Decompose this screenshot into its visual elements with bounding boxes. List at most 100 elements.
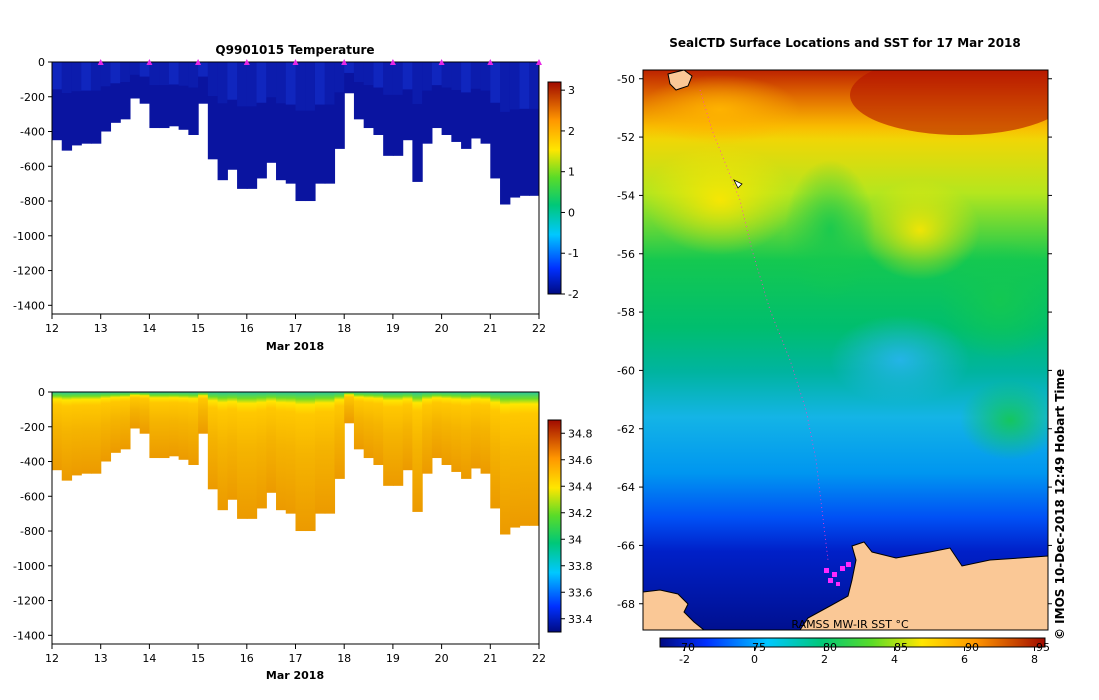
credit-label: © IMOS 10-Dec-2018 12:49 Hobart Time [1053, 369, 1067, 640]
profile-column [451, 392, 462, 472]
profile-column [490, 392, 501, 509]
profile-column [392, 392, 404, 486]
lat-tick-label: -62 [617, 423, 635, 436]
lat-tick-label: -54 [617, 189, 635, 202]
profile-column [227, 392, 238, 500]
y-tick-label: -800 [20, 525, 45, 538]
colorbar-tick-label: 34.4 [568, 480, 593, 493]
sst-field [643, 70, 1048, 630]
x-tick-label: 13 [94, 322, 108, 335]
surface-marker [292, 59, 299, 65]
temperature-x-axis: 12 13 14 15 16 17 18 19 20 21 22 [45, 314, 546, 335]
map-title: SealCTD Surface Locations and SST for 17… [669, 36, 1021, 50]
profile-near-surface [120, 62, 131, 83]
profile-near-surface [168, 62, 180, 85]
profile-column [237, 392, 248, 519]
profile-near-surface [392, 62, 404, 95]
sst-map-panel: SealCTD Surface Locations and SST for 17… [617, 36, 1067, 666]
profile-near-surface [500, 62, 511, 112]
profile-column [168, 62, 180, 127]
surface-marker [438, 59, 445, 65]
x-tick-label: 13 [94, 652, 108, 665]
profile-near-surface [61, 62, 73, 94]
y-tick-label: -800 [20, 195, 45, 208]
colorbar-tick-label: 33.4 [568, 613, 593, 626]
colorbar-tick-label: -2 [568, 288, 579, 301]
lon-tick-label: 90 [965, 641, 979, 654]
profile-column [227, 62, 238, 170]
profile-near-surface [461, 62, 472, 93]
profile-column [295, 62, 306, 202]
temperature-y-axis: 0 -200 -400 -600 -800 -1000 -1200 -1400 [13, 56, 52, 312]
profile-column [519, 62, 530, 196]
colorbar-tick-label: 33.8 [568, 560, 593, 573]
profile-near-surface [344, 62, 355, 73]
colorbar-tick-label: 34.2 [568, 507, 593, 520]
lat-tick-label: -52 [617, 131, 635, 144]
colorbar-tick-label: 1 [568, 166, 575, 179]
profile-column [129, 392, 141, 429]
profile-near-surface [519, 62, 530, 109]
land-kerguelen [667, 70, 693, 91]
x-tick-label: 15 [191, 652, 205, 665]
y-tick-label: -600 [20, 160, 45, 173]
profile-near-surface [470, 62, 482, 89]
profile-near-surface [129, 62, 141, 75]
profile-near-surface [324, 62, 336, 105]
profile-column [90, 392, 102, 474]
profile-column [431, 62, 443, 129]
colorbar-tick-label: 34.8 [568, 427, 593, 440]
lat-tick-label: -66 [617, 539, 635, 552]
surface-marker [195, 59, 202, 65]
profile-near-surface [81, 62, 92, 91]
profile-column [519, 392, 530, 526]
profile-column [451, 62, 462, 142]
profile-near-surface [246, 62, 258, 107]
profile-column [353, 62, 365, 120]
surface-marker [389, 59, 396, 65]
profile-near-surface [256, 62, 267, 103]
lat-tick-label: -56 [617, 248, 635, 261]
profile-near-surface [159, 62, 170, 86]
lon-tick-label: 85 [894, 641, 908, 654]
lon-tick-label: 75 [752, 641, 766, 654]
sst-colorbar-label: -2 [679, 653, 690, 666]
temperature-colorbar-ticks: 3 2 1 0 -1 -2 [561, 84, 579, 301]
x-tick-label: 15 [191, 322, 205, 335]
lat-tick-label: -60 [617, 364, 635, 377]
profile-column [139, 392, 150, 434]
profile-near-surface [227, 62, 238, 100]
profile-near-surface [441, 62, 452, 88]
profile-column [480, 62, 491, 144]
colorbar-tick-label: -1 [568, 247, 579, 260]
profile-near-surface [373, 62, 384, 88]
profile-column [188, 62, 199, 135]
temperature-title: Q9901015 Temperature [215, 43, 374, 57]
surface-marker [536, 59, 542, 65]
y-tick-label: -1400 [13, 299, 45, 312]
profile-column [402, 62, 413, 141]
profile-column [383, 62, 394, 156]
profile-near-surface [237, 62, 248, 107]
profile-column [246, 62, 258, 189]
profile-near-surface [451, 62, 462, 90]
data-source-label: RAMSS MW-IR SST °C [791, 618, 909, 631]
profile-column [412, 62, 423, 182]
profile-column [178, 392, 189, 460]
profile-column [470, 392, 482, 469]
profile-column [217, 392, 228, 511]
profile-column [81, 62, 92, 144]
profile-column [198, 62, 209, 104]
profile-column [363, 62, 375, 129]
profile-column [295, 392, 306, 532]
lat-tick-label: -64 [617, 481, 635, 494]
x-tick-label: 12 [45, 322, 59, 335]
profile-column [441, 392, 452, 465]
lon-tick-label: 80 [823, 641, 837, 654]
surface-marker [97, 59, 104, 65]
profile-column [149, 62, 160, 129]
lat-tick-label: -68 [617, 598, 635, 611]
profile-column [149, 392, 160, 459]
profile-near-surface [198, 62, 209, 77]
sst-colorbar-label: 4 [891, 653, 898, 666]
